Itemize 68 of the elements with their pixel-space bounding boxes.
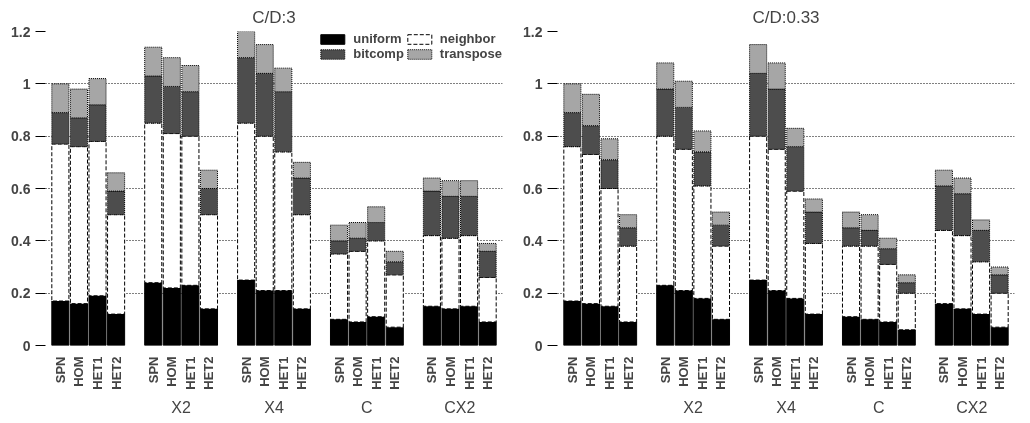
text: X4 bbox=[776, 398, 796, 416]
x-tick-label: HET2 bbox=[201, 356, 217, 390]
x-tick-label: HET1 bbox=[787, 356, 803, 390]
x-tick-label: HET1 bbox=[90, 356, 106, 390]
x-tick-label: HOM bbox=[862, 356, 878, 387]
x-tick-label: SPN bbox=[238, 356, 254, 384]
y-tick-label: 1 bbox=[22, 75, 31, 92]
y-tick-label: 0.8 bbox=[11, 128, 31, 145]
text: CX2 bbox=[444, 398, 476, 416]
legend-label: bitcomp bbox=[353, 46, 404, 61]
x-tick-label: HET2 bbox=[294, 356, 310, 390]
y-tick-label: 0.2 bbox=[523, 285, 543, 302]
x-tick-label: HET2 bbox=[108, 356, 124, 390]
chart-title: C/D:3 bbox=[252, 7, 296, 27]
x-tick-label: SPN bbox=[843, 356, 859, 384]
x-tick-label: HOM bbox=[164, 356, 180, 387]
x-tick-label: HOM bbox=[350, 356, 366, 387]
x-tick-label: HOM bbox=[71, 356, 87, 387]
x-tick-label: HET1 bbox=[182, 356, 198, 390]
x-tick-label: HET2 bbox=[713, 356, 729, 390]
x-tick-label: HET1 bbox=[880, 356, 896, 390]
x-tick-label: SPN bbox=[564, 356, 580, 384]
y-tick-label: 0 bbox=[22, 337, 31, 354]
y-tick-label: 0.8 bbox=[523, 128, 543, 145]
y-tick-label: 0.4 bbox=[11, 232, 31, 249]
x-tick-label: HOM bbox=[954, 356, 970, 387]
x-tick-label: SPN bbox=[750, 356, 766, 384]
text: C bbox=[361, 398, 373, 416]
x-tick-label: SPN bbox=[936, 356, 952, 384]
y-tick-label: 1 bbox=[534, 75, 543, 92]
x-tick-label: HET1 bbox=[461, 356, 477, 390]
x-tick-label: HET2 bbox=[992, 356, 1008, 390]
y-tick-label: 1.2 bbox=[11, 23, 31, 40]
x-tick-label: SPN bbox=[145, 356, 161, 384]
x-tick-label: HOM bbox=[583, 356, 599, 387]
x-tick-label: HET2 bbox=[387, 356, 403, 390]
y-tick-label: 0.4 bbox=[523, 232, 543, 249]
y-tick-label: 0 bbox=[534, 337, 543, 354]
x-tick-label: HET2 bbox=[899, 356, 915, 390]
x-tick-label: HOM bbox=[257, 356, 273, 387]
x-tick-label: SPN bbox=[331, 356, 347, 384]
legend-label: transpose bbox=[439, 46, 502, 61]
text: X2 bbox=[171, 398, 191, 416]
text: C bbox=[873, 398, 885, 416]
x-tick-label: HOM bbox=[676, 356, 692, 387]
y-tick-label: 0.6 bbox=[11, 180, 31, 197]
x-tick-label: HET1 bbox=[973, 356, 989, 390]
text: CX2 bbox=[956, 398, 988, 416]
x-tick-label: HET2 bbox=[480, 356, 496, 390]
x-tick-label: SPN bbox=[52, 356, 68, 384]
legend-label: uniform bbox=[353, 31, 402, 46]
y-tick-label: 0.6 bbox=[523, 180, 543, 197]
chart-title: C/D:0.33 bbox=[752, 7, 820, 27]
x-tick-label: HET1 bbox=[694, 356, 710, 390]
x-tick-label: SPN bbox=[424, 356, 440, 384]
x-tick-label: HET1 bbox=[368, 356, 384, 390]
y-tick-label: 1.2 bbox=[523, 23, 543, 40]
x-tick-label: HET1 bbox=[602, 356, 618, 390]
text: X4 bbox=[264, 398, 284, 416]
x-tick-label: HET1 bbox=[275, 356, 291, 390]
text: X2 bbox=[683, 398, 703, 416]
legend-label: neighbor bbox=[439, 31, 496, 46]
x-tick-label: HET2 bbox=[620, 356, 636, 390]
x-tick-label: HOM bbox=[442, 356, 458, 387]
x-tick-label: HET2 bbox=[806, 356, 822, 390]
x-tick-label: SPN bbox=[657, 356, 673, 384]
y-tick-label: 0.2 bbox=[11, 285, 31, 302]
x-tick-label: HOM bbox=[769, 356, 785, 387]
